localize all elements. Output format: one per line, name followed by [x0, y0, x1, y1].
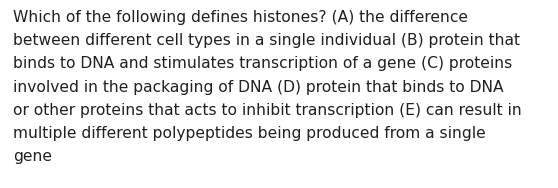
- Text: involved in the packaging of DNA (D) protein that binds to DNA: involved in the packaging of DNA (D) pro…: [13, 80, 504, 95]
- Text: Which of the following defines histones? (A) the difference: Which of the following defines histones?…: [13, 10, 468, 25]
- Text: between different cell types in a single individual (B) protein that: between different cell types in a single…: [13, 33, 520, 48]
- Text: or other proteins that acts to inhibit transcription (E) can result in: or other proteins that acts to inhibit t…: [13, 103, 522, 118]
- Text: binds to DNA and stimulates transcription of a gene (C) proteins: binds to DNA and stimulates transcriptio…: [13, 56, 512, 71]
- Text: multiple different polypeptides being produced from a single: multiple different polypeptides being pr…: [13, 126, 486, 141]
- Text: gene: gene: [13, 149, 52, 164]
